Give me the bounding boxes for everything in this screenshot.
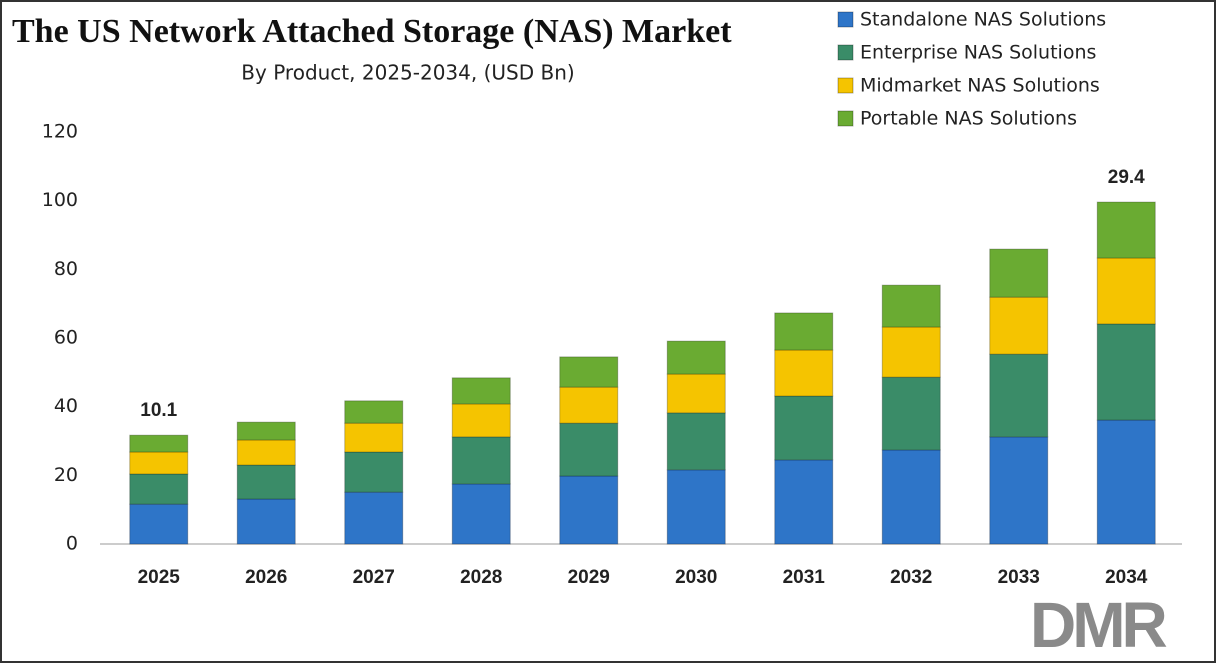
bar-segment	[344, 400, 404, 424]
legend-swatch	[837, 11, 854, 28]
x-tick-label: 2029	[568, 567, 610, 588]
bar-segment	[559, 422, 619, 477]
bar-segment	[129, 434, 189, 453]
bar-segment	[236, 439, 296, 466]
bar-segment	[989, 248, 1049, 298]
x-tick-label: 2026	[245, 567, 287, 588]
bar-segment	[559, 356, 619, 388]
bar-segment	[881, 449, 941, 545]
x-tick-label: 2032	[890, 567, 932, 588]
bar-segment	[451, 377, 511, 405]
chart-subtitle: By Product, 2025-2034, (USD Bn)	[241, 61, 574, 85]
bar-segment	[1096, 419, 1156, 545]
logo: DMR	[1030, 589, 1167, 661]
bar-segment	[559, 386, 619, 424]
legend-label: Portable NAS Solutions	[860, 108, 1077, 130]
bar-segment	[451, 436, 511, 485]
y-tick-label: 20	[54, 464, 78, 486]
legend-label: Enterprise NAS Solutions	[860, 42, 1096, 64]
bar-segment	[666, 340, 726, 375]
bar-segment	[1096, 323, 1156, 421]
bar-segment	[344, 491, 404, 545]
bar-segment	[774, 395, 834, 461]
chart-title: The US Network Attached Storage (NAS) Ma…	[12, 13, 732, 50]
bar-segment	[666, 373, 726, 414]
data-label: 29.4	[1108, 167, 1145, 188]
y-tick-label: 100	[42, 189, 78, 211]
legend-swatch	[837, 110, 854, 127]
bar-segment	[1096, 257, 1156, 325]
y-tick-label: 60	[54, 327, 78, 349]
bar-segment	[881, 284, 941, 328]
bar-segment	[344, 422, 404, 453]
bar-segment	[451, 483, 511, 545]
bar-segment	[989, 353, 1049, 438]
legend-swatch	[837, 44, 854, 61]
bar-segment	[666, 469, 726, 545]
bar-segment	[774, 459, 834, 545]
x-tick-label: 2034	[1105, 567, 1148, 588]
bar-segment	[774, 312, 834, 351]
bar-segment	[129, 473, 189, 505]
y-tick-label: 0	[66, 533, 78, 555]
bar-segment	[236, 498, 296, 545]
bar-segment	[989, 296, 1049, 355]
bar-segment	[989, 436, 1049, 545]
legend-label: Midmarket NAS Solutions	[860, 75, 1100, 97]
bar-segment	[774, 349, 834, 397]
y-tick-label: 80	[54, 258, 78, 280]
bar-segment	[236, 421, 296, 441]
bar-segment	[881, 326, 941, 378]
bar-segment	[451, 403, 511, 438]
x-tick-label: 2031	[783, 567, 826, 588]
x-tick-label: 2030	[675, 567, 717, 588]
x-tick-label: 2028	[460, 567, 502, 588]
x-tick-label: 2033	[998, 567, 1040, 588]
bar-segment	[236, 464, 296, 500]
legend-swatch	[837, 77, 854, 94]
y-tick-label: 120	[42, 121, 78, 143]
bar-segment	[666, 412, 726, 471]
bar-segment	[559, 475, 619, 545]
y-tick-label: 40	[54, 395, 78, 417]
bar-segment	[129, 503, 189, 545]
bar-segment	[881, 376, 941, 451]
bar-segment	[129, 451, 189, 475]
x-tick-label: 2027	[353, 567, 395, 588]
data-label: 10.1	[140, 400, 177, 421]
legend-label: Standalone NAS Solutions	[860, 9, 1106, 31]
x-tick-label: 2025	[138, 567, 181, 588]
bar-segment	[344, 451, 404, 493]
bar-segment	[1096, 201, 1156, 259]
